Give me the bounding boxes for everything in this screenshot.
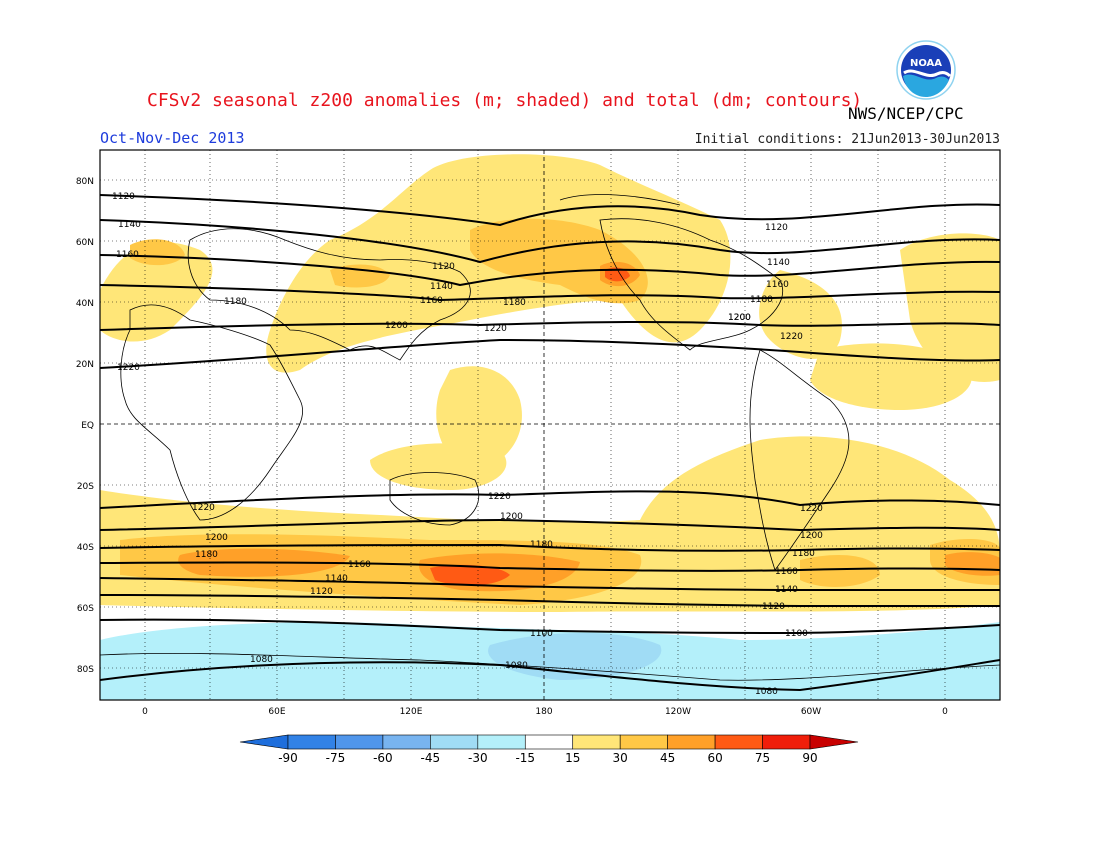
lat-label: 60S bbox=[77, 604, 94, 614]
contour-label: 1140 bbox=[430, 282, 453, 292]
contour-label: 1200 bbox=[385, 321, 408, 331]
lat-label: EQ bbox=[81, 421, 94, 431]
contour-label: 1200 bbox=[205, 533, 228, 543]
contour-label: 1080 bbox=[505, 661, 528, 671]
lon-label: 0 bbox=[942, 707, 948, 717]
colorbar-tick-label: -30 bbox=[468, 751, 488, 765]
contour-label: 1100 bbox=[785, 629, 808, 639]
contour-label: 1200 bbox=[728, 313, 751, 323]
colorbar-tick-label: -60 bbox=[373, 751, 393, 765]
contour-labels: 1120 1140 1160 1180 1200 1220 1120 1140 … bbox=[112, 192, 823, 697]
contour-label: 1220 bbox=[800, 504, 823, 514]
latitude-labels: 80N 60N 40N 20N EQ 20S 40S 60S 80S bbox=[76, 177, 94, 675]
colorbar-box bbox=[287, 734, 336, 750]
contour-label: 1180 bbox=[195, 550, 218, 560]
colorbar-box bbox=[619, 734, 668, 750]
colorbar-box bbox=[714, 734, 763, 750]
colorbar-tick-label: 15 bbox=[565, 751, 580, 765]
lon-label: 180 bbox=[535, 707, 552, 717]
lat-label: 40N bbox=[76, 299, 94, 309]
contour-label: 1220 bbox=[192, 503, 215, 513]
colorbar-tick-label: -45 bbox=[421, 751, 441, 765]
colorbar-box bbox=[382, 734, 431, 750]
contour-label: 1160 bbox=[766, 280, 789, 290]
contour-label: 1220 bbox=[484, 324, 507, 334]
contour-label: 1160 bbox=[775, 567, 798, 577]
contour-label: 1080 bbox=[755, 687, 778, 697]
colorbar-tick-label: 45 bbox=[660, 751, 675, 765]
colorbar: -90 -75 -60 -45 -30 -15 15 30 45 60 75 90 bbox=[239, 734, 859, 765]
contour-label: 1180 bbox=[224, 297, 247, 307]
agency-label: NWS/NCEP/CPC bbox=[848, 104, 964, 123]
colorbar-tick-label: 60 bbox=[707, 751, 722, 765]
contour-label: 1200 bbox=[800, 531, 823, 541]
contour-label: 1140 bbox=[118, 220, 141, 230]
lon-label: 60W bbox=[801, 707, 821, 717]
contour-label: 1120 bbox=[765, 223, 788, 233]
height-contours bbox=[100, 194, 1000, 692]
lon-label: 120W bbox=[665, 707, 691, 717]
colorbar-box bbox=[667, 734, 716, 750]
colorbar-arrow-high bbox=[809, 734, 859, 750]
contour-label: 1200 bbox=[500, 512, 523, 522]
noaa-logo: NOAA bbox=[896, 40, 956, 100]
contour-label: 1180 bbox=[530, 540, 553, 550]
contour-label: 1140 bbox=[325, 574, 348, 584]
lat-label: 20N bbox=[76, 360, 94, 370]
positive-anomaly-shading bbox=[100, 154, 1000, 612]
longitude-labels: 0 60E 120E 180 120W 60W 0 bbox=[142, 707, 948, 717]
contour-label: 1220 bbox=[488, 492, 511, 502]
contour-label: 1220 bbox=[117, 363, 140, 373]
contour-label: 1140 bbox=[775, 585, 798, 595]
lat-label: 20S bbox=[77, 482, 94, 492]
equator-dateline bbox=[100, 150, 1000, 700]
contour-label: 1180 bbox=[750, 295, 773, 305]
lat-label: 60N bbox=[76, 238, 94, 248]
colorbar-arrow-low bbox=[239, 734, 289, 750]
contour-label: 1120 bbox=[762, 602, 785, 612]
colorbar-tick-label: 75 bbox=[755, 751, 770, 765]
contour-label: 1220 bbox=[780, 332, 803, 342]
contour-label: 1100 bbox=[530, 629, 553, 639]
colorbar-box bbox=[524, 734, 574, 750]
contour-label: 1120 bbox=[112, 192, 135, 202]
contour-label: 1200 bbox=[728, 313, 751, 323]
lon-label: 0 bbox=[142, 707, 148, 717]
noaa-logo-text: NOAA bbox=[910, 58, 942, 69]
colorbar-tick-label: 30 bbox=[613, 751, 628, 765]
contour-label: 1080 bbox=[250, 655, 273, 665]
colorbar-box bbox=[430, 734, 479, 750]
lat-label: 80S bbox=[77, 665, 94, 675]
season-label: Oct-Nov-Dec 2013 bbox=[100, 129, 245, 147]
colorbar-box bbox=[335, 734, 384, 750]
lat-label: 80N bbox=[76, 177, 94, 187]
colorbar-tick-label: -90 bbox=[278, 751, 298, 765]
map-title: CFSv2 seasonal z200 anomalies (m; shaded… bbox=[147, 90, 863, 111]
colorbar-box bbox=[762, 734, 811, 750]
lat-label: 40S bbox=[77, 543, 94, 553]
contour-label: 1180 bbox=[792, 549, 815, 559]
contour-label: 1140 bbox=[767, 258, 790, 268]
colorbar-tick-label: -15 bbox=[515, 751, 535, 765]
initial-conditions-label: Initial conditions: 21Jun2013-30Jun2013 bbox=[694, 132, 1000, 147]
contour-label: 1160 bbox=[348, 560, 371, 570]
lon-label: 120E bbox=[400, 707, 423, 717]
contour-label: 1120 bbox=[310, 587, 333, 597]
contour-label: 1120 bbox=[432, 262, 455, 272]
colorbar-tick-label: -75 bbox=[326, 751, 346, 765]
contour-label: 1160 bbox=[116, 250, 139, 260]
colorbar-tick-label: 90 bbox=[802, 751, 817, 765]
colorbar-box bbox=[477, 734, 526, 750]
lon-label: 60E bbox=[268, 707, 285, 717]
colorbar-box bbox=[572, 734, 621, 750]
contour-label: 1180 bbox=[503, 298, 526, 308]
plot-frame bbox=[99, 149, 1001, 701]
contour-label: 1160 bbox=[420, 296, 443, 306]
